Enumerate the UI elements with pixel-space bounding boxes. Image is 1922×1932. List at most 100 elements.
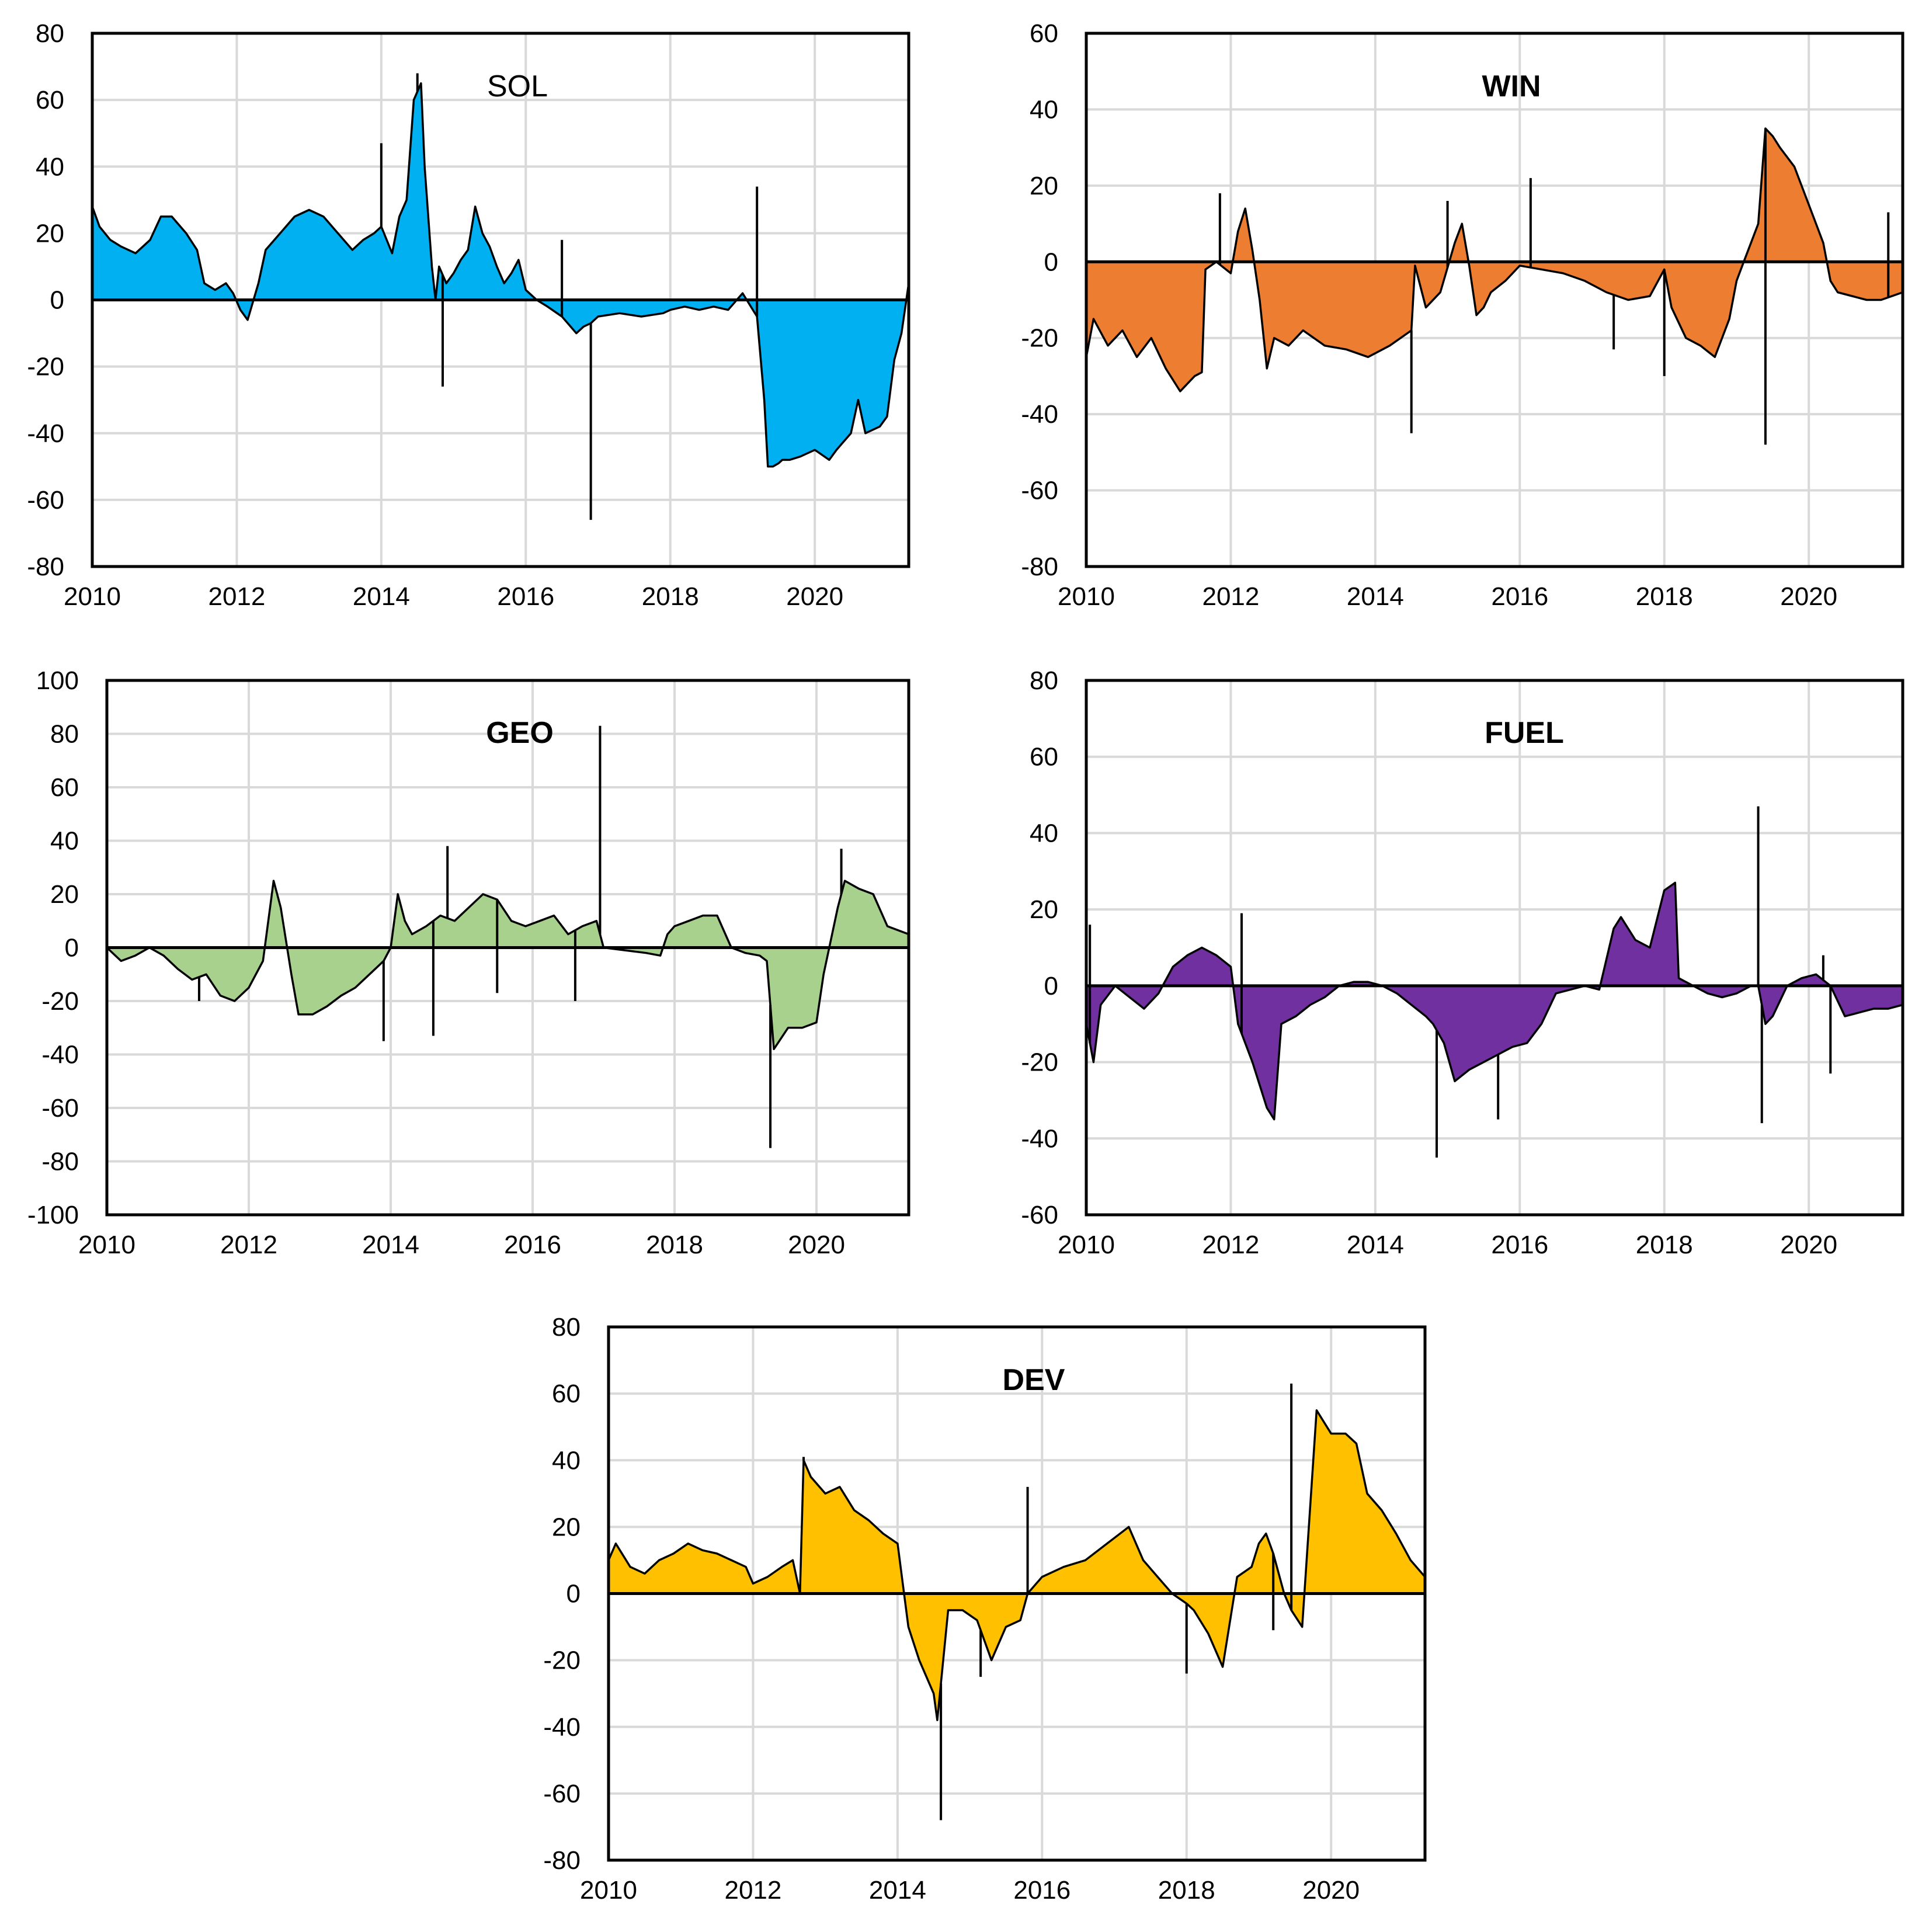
series-area xyxy=(1086,882,1903,1120)
y-tick-label: -80 xyxy=(27,553,64,581)
x-tick-label: 2016 xyxy=(504,1231,561,1259)
chart-dev: -80 -60 -40 -20 0 20 40 60 80 2010 2012 2014 2016 201… xyxy=(543,1313,1427,1905)
y-tick-label: 0 xyxy=(1044,248,1058,276)
x-tick-label: 2016 xyxy=(497,582,554,611)
y-tick-label: -80 xyxy=(1021,553,1058,581)
x-tick-label: 2014 xyxy=(1347,582,1404,611)
y-tick-label: 0 xyxy=(566,1580,581,1608)
y-tick-label: -100 xyxy=(27,1201,79,1229)
y-tick-label: -20 xyxy=(1021,324,1058,353)
x-tick-label: 2018 xyxy=(1636,582,1693,611)
y-tick-label: 20 xyxy=(1030,172,1058,200)
plot-frame xyxy=(607,1325,1427,1862)
chart-title-fuel: FUEL xyxy=(1485,716,1564,750)
series-area xyxy=(609,1410,1425,1721)
chart-fuel: -60 -40 -20 0 20 40 60 80 2010 2012 2014 2016 2018 20… xyxy=(1021,666,1904,1259)
y-tick-label: -60 xyxy=(543,1780,581,1808)
y-tick-label: 60 xyxy=(1030,743,1058,772)
series-line xyxy=(1085,127,1903,392)
x-tick-label: 2020 xyxy=(1780,1231,1837,1259)
x-tick-label: 2014 xyxy=(353,582,410,611)
y-tick-label: 0 xyxy=(1044,972,1058,1000)
x-tick-label: 2010 xyxy=(580,1876,637,1905)
series-area xyxy=(1086,128,1903,391)
y-tick-label: 0 xyxy=(65,934,79,962)
y-tick-label: 40 xyxy=(36,152,64,181)
y-tick-label: 80 xyxy=(36,19,64,48)
y-tick-label: -20 xyxy=(41,987,79,1016)
series-line xyxy=(607,1409,1426,1722)
y-tick-label: 100 xyxy=(36,666,79,695)
x-tick-label: 2012 xyxy=(1202,1231,1259,1259)
chart-geo: -100 -80 -60 -40 -20 0 20 40 60 80 100 2010 2012 2014… xyxy=(27,666,910,1259)
y-tick-label: -80 xyxy=(41,1148,79,1176)
x-tick-label: 2018 xyxy=(642,582,699,611)
chart-win: -80 -60 -40 -20 0 20 40 60 2010 2012 2014 2016 2018 2… xyxy=(1021,19,1904,611)
x-tick-label: 2010 xyxy=(1058,1231,1115,1259)
x-tick-label: 2018 xyxy=(1636,1231,1693,1259)
y-tick-label: 40 xyxy=(1030,819,1058,847)
y-tick-label: 20 xyxy=(552,1513,581,1541)
y-tick-label: -40 xyxy=(543,1713,581,1742)
y-tick-label: 60 xyxy=(36,86,64,114)
x-tick-label: 2020 xyxy=(788,1231,845,1259)
x-tick-label: 2014 xyxy=(1347,1231,1404,1259)
y-tick-label: -60 xyxy=(1021,477,1058,505)
plot-frame xyxy=(1085,32,1904,568)
x-tick-label: 2010 xyxy=(64,582,121,611)
y-tick-label: 80 xyxy=(1030,666,1058,695)
y-tick-label: -20 xyxy=(27,353,64,381)
chart-title-win: WIN xyxy=(1482,70,1541,103)
y-tick-label: 20 xyxy=(50,880,79,909)
y-tick-label: -60 xyxy=(41,1094,79,1123)
x-tick-label: 2012 xyxy=(724,1876,781,1905)
chart-sol: -80 -60 -40 -20 0 20 40 60 80 2010 2012 2014 2016 201… xyxy=(27,19,910,611)
y-tick-label: 40 xyxy=(1030,95,1058,124)
series-area xyxy=(107,881,909,1050)
x-tick-label: 2016 xyxy=(1013,1876,1071,1905)
x-tick-label: 2012 xyxy=(1202,582,1259,611)
x-tick-label: 2020 xyxy=(1302,1876,1360,1905)
y-tick-label: -40 xyxy=(41,1041,79,1069)
y-tick-label: -40 xyxy=(1021,1124,1058,1153)
y-tick-label: -20 xyxy=(543,1646,581,1675)
plot-frame xyxy=(105,679,910,1217)
y-tick-label: 60 xyxy=(1030,19,1058,48)
chart-title-dev: DEV xyxy=(1003,1363,1065,1397)
series-line xyxy=(91,82,910,468)
y-tick-label: -80 xyxy=(543,1846,581,1875)
plot-area xyxy=(1086,33,1903,567)
y-tick-label: 40 xyxy=(552,1446,581,1475)
x-tick-label: 2016 xyxy=(1491,582,1548,611)
x-tick-label: 2012 xyxy=(220,1231,277,1259)
chart-title-geo: GEO xyxy=(486,716,554,750)
plot-frame xyxy=(91,32,910,568)
plot-frame xyxy=(1085,679,1904,1217)
y-tick-label: 0 xyxy=(50,286,64,315)
x-tick-label: 2010 xyxy=(1058,582,1115,611)
plot-area xyxy=(1086,680,1903,1215)
x-tick-label: 2012 xyxy=(208,582,265,611)
x-tick-label: 2020 xyxy=(786,582,843,611)
x-tick-label: 2014 xyxy=(869,1876,926,1905)
y-tick-label: 40 xyxy=(50,827,79,856)
chart-title-sol: SOL xyxy=(487,70,548,103)
y-tick-label: 20 xyxy=(1030,895,1058,924)
x-tick-label: 2014 xyxy=(362,1231,419,1259)
y-tick-label: -60 xyxy=(1021,1201,1058,1229)
y-tick-label: 80 xyxy=(552,1313,581,1342)
y-tick-label: -40 xyxy=(1021,400,1058,429)
x-tick-label: 2020 xyxy=(1780,582,1837,611)
x-tick-label: 2018 xyxy=(646,1231,703,1259)
y-tick-label: 60 xyxy=(552,1379,581,1408)
x-tick-label: 2010 xyxy=(78,1231,135,1259)
x-tick-label: 2018 xyxy=(1158,1876,1215,1905)
x-tick-label: 2016 xyxy=(1491,1231,1548,1259)
y-tick-label: 20 xyxy=(36,219,64,248)
y-tick-label: 80 xyxy=(50,720,79,749)
y-tick-label: -60 xyxy=(27,486,64,515)
y-tick-label: -20 xyxy=(1021,1048,1058,1077)
y-tick-label: -40 xyxy=(27,419,64,448)
y-tick-label: 60 xyxy=(50,773,79,802)
